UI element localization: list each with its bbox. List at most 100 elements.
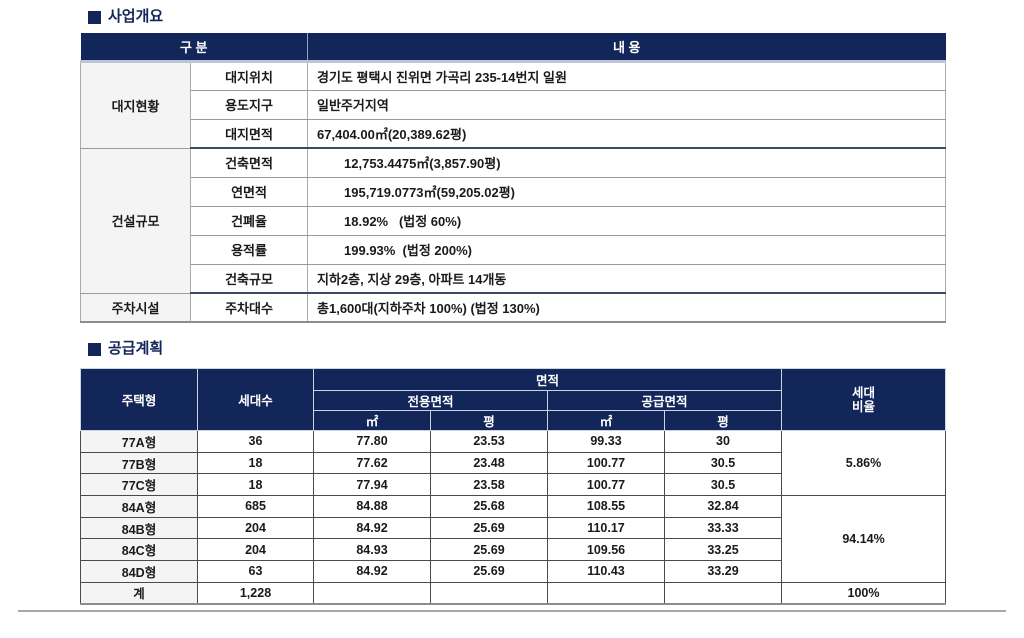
header-ratio-line2: 비율	[852, 399, 876, 414]
overview-header-row: 구 분 내 용	[80, 33, 946, 63]
cell-exclusive-pyeong: 25.69	[430, 560, 548, 583]
cell-supply-sqm: 99.33	[547, 430, 665, 453]
cell-exclusive-sqm: 84.88	[313, 495, 431, 518]
cell-supply-sqm: 110.17	[547, 516, 665, 540]
table-row: 주차시설 주차대수 총1,600대(지하주차 100%) (법정 130%)	[80, 292, 947, 323]
cell-supply-sqm: 100.77	[547, 451, 665, 475]
cell-supply-pyeong: 33.33	[663, 516, 783, 540]
group-site-status: 대지현황	[80, 60, 191, 149]
cell-exclusive-sqm: 77.80	[313, 430, 431, 453]
cell-housing-type: 77A형	[80, 430, 198, 453]
cell-exclusive-sqm: 84.92	[313, 560, 431, 583]
table-row: 84A형 685 84.88 25.68 108.55 32.84 94.14%	[80, 495, 947, 583]
row-label: 대지면적	[189, 118, 309, 149]
header-sqm: ㎡	[313, 410, 431, 431]
cell-exclusive-pyeong: 23.48	[430, 451, 548, 475]
cell-housing-type: 84D형	[80, 560, 198, 583]
table-row: 84D형 63 84.92 25.69 110.43 33.29	[80, 560, 946, 583]
header-content: 내 용	[307, 33, 946, 63]
cell-household-ratio: 94.14%	[781, 495, 947, 583]
row-value: 199.93% (법정 200%)	[307, 234, 947, 265]
cell-exclusive-sqm: 84.93	[313, 538, 431, 562]
bottom-divider	[18, 610, 1006, 612]
cell-supply-pyeong	[663, 581, 783, 605]
row-label: 용적률	[189, 234, 309, 265]
supply-header-row-3: ㎡ 평 ㎡ 평	[81, 410, 946, 431]
cell-supply-sqm: 109.56	[547, 538, 665, 562]
cell-exclusive-pyeong: 25.69	[430, 538, 548, 562]
header-pyeong: 평	[430, 410, 548, 431]
cell-household-ratio: 5.86%	[781, 429, 947, 497]
cell-household-ratio-total: 100%	[781, 581, 947, 605]
cell-households: 63	[197, 560, 314, 583]
group-construction-scale: 건설규모	[80, 147, 191, 294]
row-label: 대지위치	[189, 60, 309, 91]
section-bullet-icon	[88, 10, 101, 24]
cell-housing-type: 84C형	[80, 538, 198, 562]
row-value: 지하2층, 지상 29층, 아파트 14개동	[307, 263, 947, 294]
row-value: 67,404.00㎡(20,389.62평)	[307, 118, 947, 149]
cell-housing-type-total: 계	[80, 581, 198, 605]
cell-supply-pyeong: 30.5	[663, 473, 783, 497]
header-households: 세대수	[197, 368, 314, 431]
cell-housing-type: 77B형	[80, 451, 198, 475]
cell-supply-sqm	[547, 581, 665, 605]
header-pyeong: 평	[663, 410, 783, 431]
row-value: 12,753.4475㎡(3,857.90평)	[307, 147, 947, 178]
supply-header-row-2: 전용면적 공급면적	[81, 390, 946, 411]
cell-housing-type: 84B형	[80, 516, 198, 540]
document-body: 사업개요 구 분 내 용 대지현황 대지위치 경기도 평택시 진위면 가곡리 2…	[80, 8, 947, 605]
supply-section-title: 공급계획	[88, 340, 945, 358]
row-label: 연면적	[189, 176, 309, 207]
cell-exclusive-sqm: 77.62	[313, 451, 431, 475]
header-housing-type: 주택형	[80, 368, 198, 431]
cell-households: 18	[197, 473, 314, 497]
header-sqm: ㎡	[547, 410, 665, 431]
table-row: 77A형 36 77.80 23.53 99.33 30 5.86%	[80, 429, 947, 497]
cell-households: 18	[197, 451, 314, 475]
row-label: 주차대수	[189, 292, 309, 323]
cell-households: 36	[197, 430, 314, 453]
row-label: 용도지구	[189, 89, 309, 120]
table-row: 건폐율 18.92% (법정 60%)	[81, 205, 947, 236]
row-label: 건축규모	[189, 263, 309, 294]
cell-supply-pyeong: 30	[663, 430, 783, 453]
table-row: 대지면적 67,404.00㎡(20,389.62평)	[81, 118, 947, 149]
cell-housing-type: 77C형	[80, 473, 198, 497]
row-value: 경기도 평택시 진위면 가곡리 235-14번지 일원	[307, 60, 947, 91]
header-category: 구 분	[80, 33, 308, 63]
row-value: 총1,600대(지하주차 100%) (법정 130%)	[307, 292, 947, 323]
cell-exclusive-pyeong: 23.58	[430, 473, 548, 497]
cell-exclusive-pyeong: 23.53	[430, 430, 548, 453]
table-row: 대지현황 대지위치 경기도 평택시 진위면 가곡리 235-14번지 일원	[80, 60, 947, 149]
table-row: 용도지구 일반주거지역	[81, 89, 947, 120]
cell-supply-pyeong: 30.5	[663, 451, 783, 475]
supply-header-row-1: 주택형 세대수 면적 세대 비율	[80, 368, 947, 431]
table-row: 84B형 204 84.92 25.69 110.17 33.33	[80, 516, 946, 540]
table-row-total: 계 1,228 100%	[80, 581, 947, 605]
table-row: 연면적 195,719.0773㎡(59,205.02평)	[81, 176, 947, 207]
header-supply-area: 공급면적	[546, 390, 783, 411]
cell-supply-pyeong: 32.84	[663, 495, 783, 518]
table-row: 용적률 199.93% (법정 200%)	[81, 234, 947, 265]
cell-supply-pyeong: 33.29	[663, 560, 783, 583]
group-parking: 주차시설	[80, 292, 191, 323]
header-ratio-line1: 세대	[852, 385, 876, 400]
cell-exclusive-pyeong	[430, 581, 548, 605]
row-label: 건축면적	[189, 147, 309, 178]
cell-exclusive-sqm: 84.92	[313, 516, 431, 540]
section-title-text: 공급계획	[108, 340, 164, 357]
table-row: 건설규모 건축면적 12,753.4475㎡(3,857.90평)	[80, 147, 947, 294]
cell-supply-pyeong: 33.25	[663, 538, 783, 562]
row-value: 195,719.0773㎡(59,205.02평)	[307, 176, 947, 207]
section-title-text: 사업개요	[108, 8, 164, 25]
cell-exclusive-sqm: 77.94	[313, 473, 431, 497]
table-row: 건축규모 지하2층, 지상 29층, 아파트 14개동	[81, 263, 947, 294]
cell-exclusive-sqm	[313, 581, 431, 605]
cell-exclusive-pyeong: 25.69	[430, 516, 548, 540]
cell-exclusive-pyeong: 25.68	[430, 495, 548, 518]
cell-households: 685	[197, 495, 314, 518]
cell-supply-sqm: 108.55	[547, 495, 665, 518]
row-value: 18.92% (법정 60%)	[307, 205, 947, 236]
